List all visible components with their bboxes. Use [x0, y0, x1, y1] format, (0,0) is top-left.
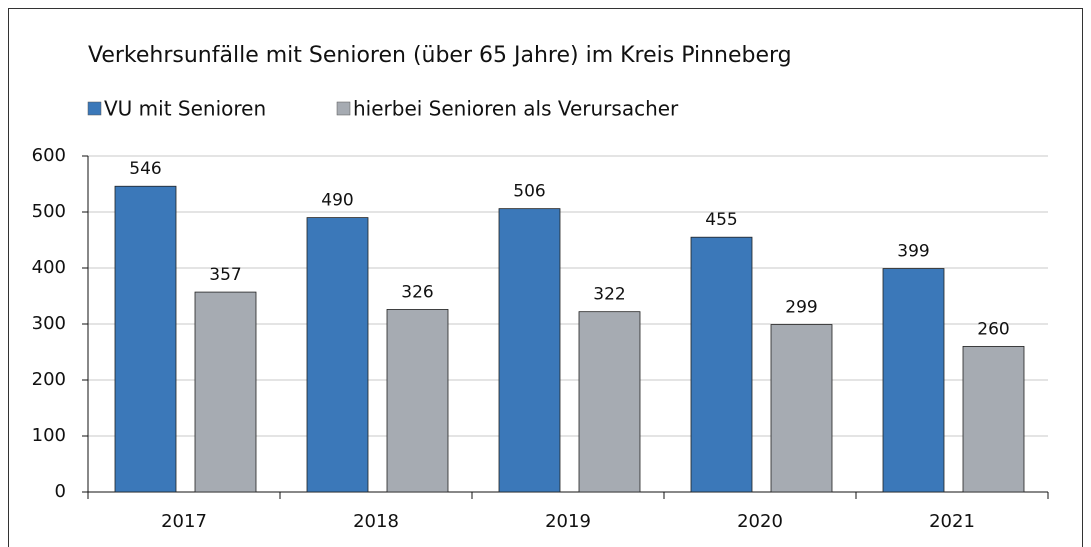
bar [114, 185, 177, 493]
x-tick-label: 2021 [929, 511, 975, 532]
value-label: 455 [705, 210, 737, 230]
bar [882, 268, 945, 493]
legend-swatch [87, 101, 102, 116]
value-label: 490 [321, 191, 353, 211]
bar [578, 311, 641, 493]
y-tick-label: 200 [32, 369, 66, 390]
y-tick-label: 500 [32, 201, 66, 222]
value-label: 299 [785, 298, 817, 318]
y-tick-label: 300 [32, 313, 66, 334]
bar [962, 345, 1025, 493]
value-label: 546 [129, 159, 161, 179]
value-label: 326 [401, 282, 433, 302]
value-label: 260 [977, 319, 1009, 339]
legend-label: VU mit Senioren [104, 97, 266, 121]
value-label: 399 [897, 242, 929, 262]
bar [770, 324, 833, 493]
value-label: 322 [593, 285, 625, 305]
chart-title: Verkehrsunfälle mit Senioren (über 65 Ja… [88, 43, 792, 68]
bar [690, 236, 753, 493]
bar [194, 291, 257, 493]
bar [386, 309, 449, 493]
x-tick-label: 2020 [737, 511, 783, 532]
y-tick-label: 0 [55, 481, 66, 502]
y-tick-label: 100 [32, 425, 66, 446]
x-tick-label: 2018 [353, 511, 399, 532]
bar [306, 217, 369, 493]
bar [498, 208, 561, 493]
y-tick-label: 400 [32, 257, 66, 278]
legend-label: hierbei Senioren als Verursacher [353, 97, 679, 121]
x-tick-label: 2019 [545, 511, 591, 532]
y-tick-label: 600 [32, 145, 66, 166]
x-tick-label: 2017 [161, 511, 207, 532]
value-label: 357 [209, 265, 241, 285]
value-label: 506 [513, 182, 545, 202]
legend-swatch [336, 101, 351, 116]
